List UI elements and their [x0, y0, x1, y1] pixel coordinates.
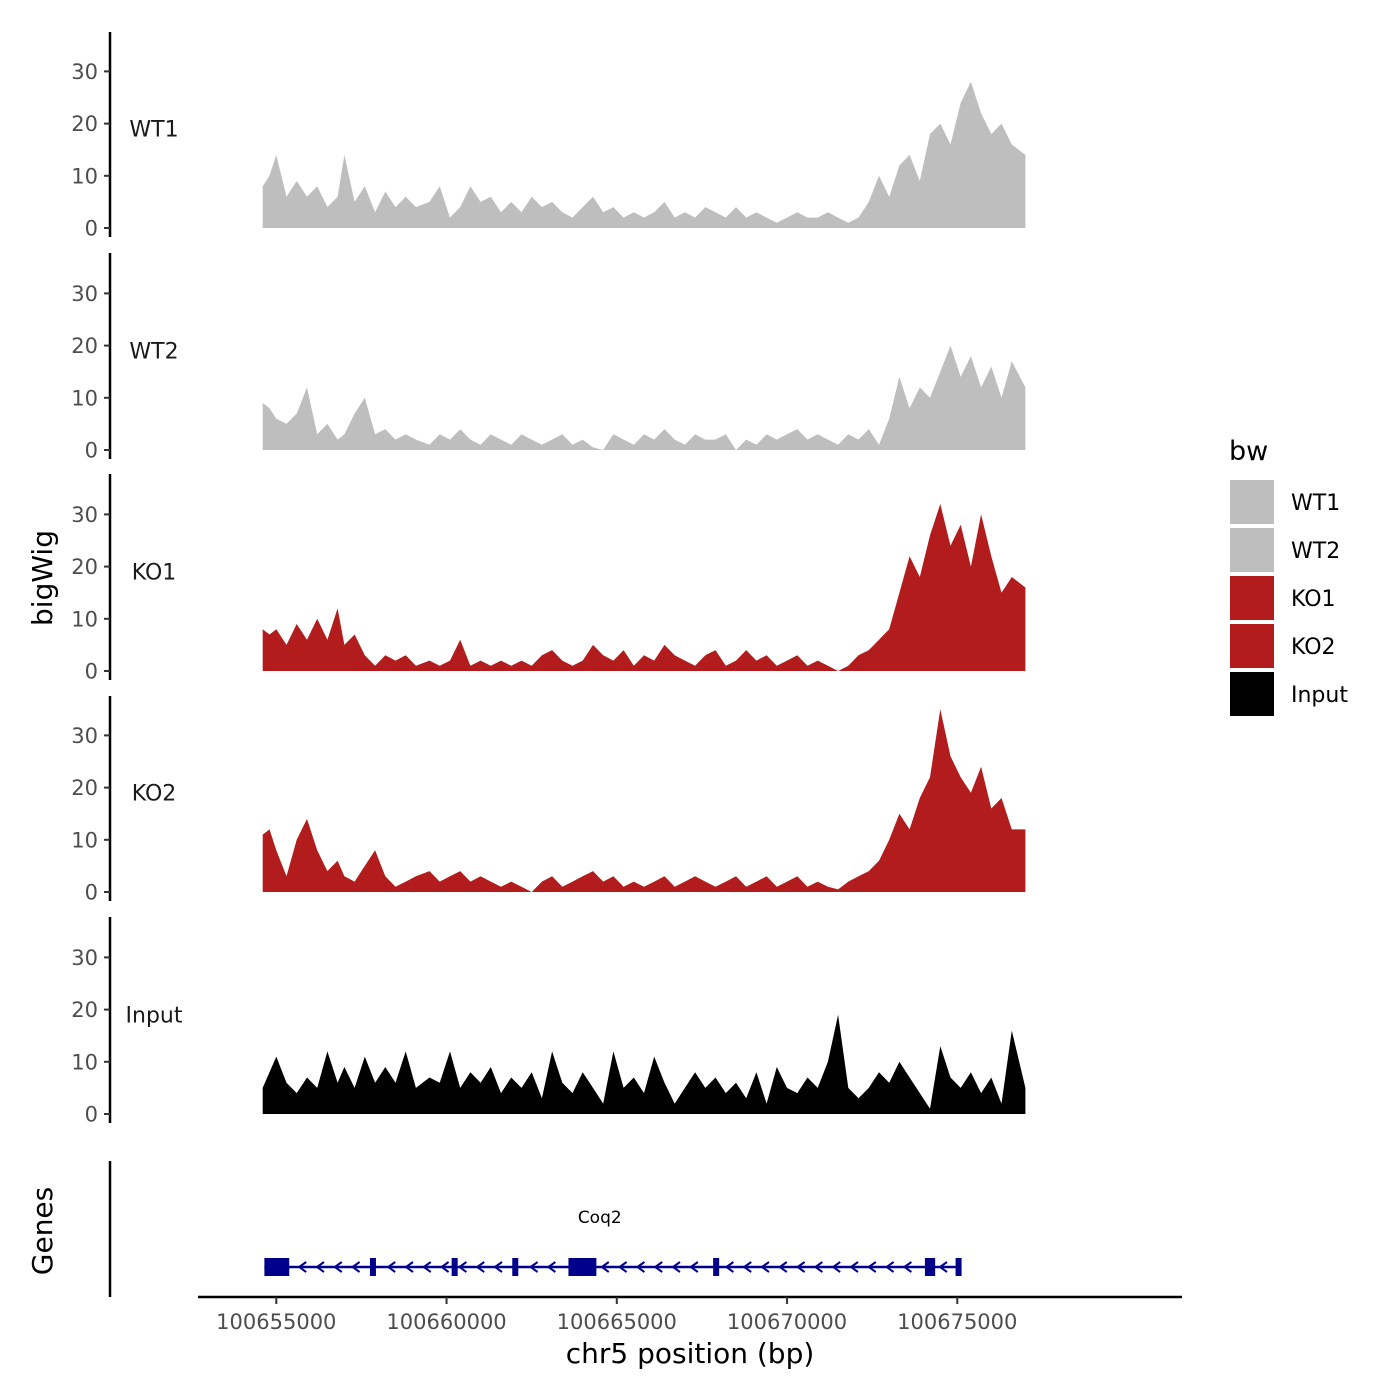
strand-arrow: [333, 1261, 343, 1273]
y-tick-label: 30: [71, 503, 98, 527]
strand-arrow: [689, 1261, 699, 1273]
strand-arrow: [849, 1261, 859, 1273]
y-tick-label: 20: [71, 334, 98, 358]
y-tick-label: 20: [71, 112, 98, 136]
x-tick-label: 100675000: [897, 1310, 1017, 1334]
y-axis-title: bigWig: [26, 530, 59, 626]
legend-key-ko2: [1230, 624, 1274, 668]
track-label: WT1: [129, 118, 178, 143]
exon-block: [264, 1258, 290, 1276]
signal-area-wt2: [262, 345, 1026, 450]
strand-arrow: [742, 1261, 752, 1273]
legend-label-input: Input: [1291, 683, 1348, 708]
legend-key-input: [1230, 672, 1274, 716]
y-tick-label: 0: [85, 881, 98, 905]
strand-arrow: [938, 1261, 948, 1273]
track-label: WT2: [129, 340, 178, 365]
strand-arrow: [315, 1261, 325, 1273]
y-tick-label: 0: [85, 1103, 98, 1127]
y-tick-label: 20: [71, 776, 98, 800]
x-axis-title: chr5 position (bp): [566, 1337, 815, 1370]
y-tick-label: 20: [71, 555, 98, 579]
exon-block: [955, 1258, 962, 1276]
track-label: Input: [126, 1004, 183, 1029]
legend-label-wt1: WT1: [1291, 491, 1340, 516]
x-tick-label: 100665000: [557, 1310, 677, 1334]
strand-arrow: [475, 1261, 485, 1273]
gene-panel: Coq2: [108, 1161, 962, 1297]
signal-area-ko1: [262, 504, 1026, 671]
y-tick-label: 10: [71, 1050, 98, 1074]
strand-arrow: [528, 1261, 539, 1273]
strand-arrow: [600, 1261, 610, 1273]
y-tick-label: 10: [71, 607, 98, 631]
y-tick-label: 30: [71, 60, 98, 84]
y-tick-label: 0: [85, 439, 98, 463]
y-tick-label: 10: [71, 164, 98, 188]
genes-axis-title: Genes: [26, 1187, 59, 1275]
exon-block: [451, 1258, 458, 1276]
signal-tracks: 0 10 20 30 WT1 0 10 20 30 WT2 0 10 20 30 KO1 0 10 20 30 KO2…: [71, 32, 1026, 1127]
strand-arrow: [404, 1261, 414, 1273]
strand-arrow: [439, 1261, 450, 1273]
strand-arrow: [831, 1261, 841, 1273]
strand-arrow: [724, 1261, 734, 1273]
y-tick-label: 10: [71, 828, 98, 852]
track-input: 0 10 20 30 Input: [71, 917, 1026, 1127]
strand-arrow: [546, 1261, 556, 1273]
legend-key-wt2: [1230, 528, 1274, 572]
strand-arrow: [902, 1261, 912, 1273]
legend-title: bw: [1229, 436, 1268, 467]
strand-arrow: [422, 1261, 432, 1273]
legend-label-ko1: KO1: [1291, 587, 1336, 612]
legend-key-wt1: [1230, 480, 1274, 524]
y-tick-label: 0: [85, 660, 98, 684]
track-wt1: 0 10 20 30 WT1: [71, 32, 1026, 241]
strand-arrow: [867, 1261, 877, 1273]
y-tick-label: 30: [71, 946, 98, 970]
strand-arrow: [795, 1261, 806, 1273]
y-tick-label: 30: [71, 724, 98, 748]
x-tick-label: 100660000: [386, 1310, 506, 1334]
strand-arrow: [760, 1261, 770, 1273]
exon-block: [924, 1258, 936, 1276]
signal-area-wt1: [262, 81, 1026, 228]
exon-block: [568, 1258, 597, 1276]
y-tick-label: 30: [71, 282, 98, 306]
legend-key-ko1: [1230, 576, 1274, 620]
legend-label-wt2: WT2: [1291, 539, 1340, 564]
x-axis: 100655000 100660000 100665000 100670000 1006…: [198, 1295, 1182, 1334]
track-label: KO2: [132, 782, 177, 807]
legend-label-ko2: KO2: [1291, 635, 1336, 660]
y-tick-label: 10: [71, 386, 98, 410]
strand-arrow: [778, 1261, 788, 1273]
strand-arrow: [617, 1261, 628, 1273]
signal-area-ko2: [262, 709, 1026, 892]
exon-block: [369, 1258, 376, 1276]
track-ko1: 0 10 20 30 KO1: [71, 474, 1026, 684]
strand-arrow: [884, 1261, 895, 1273]
legend: bw WT1 WT2 KO1 KO2 Input: [1229, 436, 1348, 716]
strand-arrow: [813, 1261, 823, 1273]
signal-area-input: [262, 1014, 1026, 1114]
strand-arrow: [297, 1261, 307, 1273]
strand-arrow: [350, 1261, 361, 1273]
strand-arrow: [457, 1261, 467, 1273]
track-label: KO1: [132, 561, 177, 586]
x-tick-label: 100655000: [216, 1310, 336, 1334]
gene-name-label: Coq2: [578, 1208, 622, 1228]
x-tick-label: 100670000: [727, 1310, 847, 1334]
strand-arrow: [493, 1261, 503, 1273]
exon-block: [512, 1258, 519, 1276]
exon-block: [713, 1258, 720, 1276]
strand-arrow: [386, 1261, 396, 1273]
y-tick-label: 20: [71, 998, 98, 1022]
track-ko2: 0 10 20 30 KO2: [71, 696, 1026, 905]
strand-arrow: [671, 1261, 681, 1273]
y-tick-label: 0: [85, 217, 98, 241]
strand-arrow: [635, 1261, 645, 1273]
strand-arrow: [653, 1261, 663, 1273]
track-wt2: 0 10 20 30 WT2: [71, 253, 1026, 463]
